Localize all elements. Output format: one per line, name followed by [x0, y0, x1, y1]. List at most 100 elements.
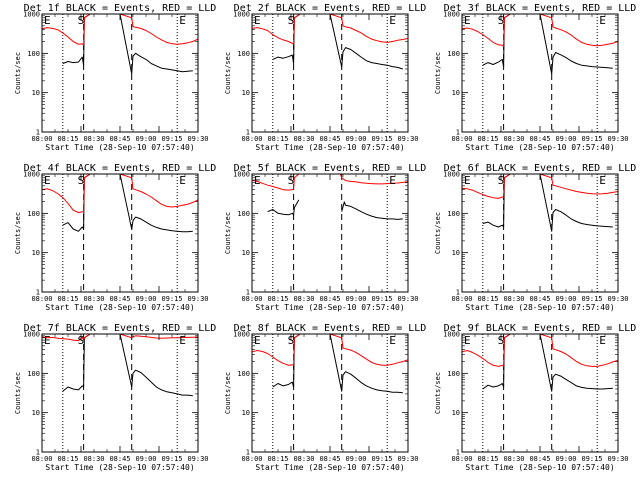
x-tick-label: 09:00 — [345, 455, 366, 463]
y-tick-label: 1 — [246, 129, 250, 137]
axes-frame — [251, 13, 409, 133]
x-tick-label: 08:45 — [109, 455, 130, 463]
axes-frame — [461, 13, 619, 133]
y-tick-label: 1000 — [443, 171, 460, 179]
panel-title: Det 3f BLACK = Events, RED = LLD — [444, 3, 637, 14]
y-tick-label: 1 — [36, 449, 40, 457]
x-tick-label: 09:15 — [581, 295, 602, 303]
x-tick-label: 08:45 — [319, 135, 340, 143]
x-axis-label: Start Time (28-Sep-10 07:57:40) — [465, 463, 614, 472]
x-tick-label: 09:30 — [607, 455, 628, 463]
y-tick-label: 1000 — [233, 171, 250, 179]
panel-title: Det 4f BLACK = Events, RED = LLD — [24, 163, 217, 174]
y-tick-label: 10 — [242, 409, 250, 417]
series-events-line — [482, 174, 613, 232]
panel-det-8: Det 8f BLACK = Events, RED = LLD 1 10 100 10… — [224, 323, 426, 472]
x-tick-label: 08:45 — [529, 455, 550, 463]
x-axis-label: Start Time (28-Sep-10 07:57:40) — [255, 303, 404, 312]
plot-area — [462, 14, 618, 132]
series-lld-line — [42, 334, 198, 342]
marker-E-start: E — [464, 174, 471, 187]
series-lld-line — [252, 14, 408, 45]
marker-E-end: E — [599, 14, 606, 27]
y-tick-label: 10 — [32, 89, 40, 97]
series-events-line — [272, 334, 403, 394]
x-tick-label: 08:45 — [529, 295, 550, 303]
x-tick-label: 08:30 — [293, 455, 314, 463]
x-tick-label: 08:00 — [241, 295, 262, 303]
y-tick-label: 1 — [456, 289, 460, 297]
x-tick-label: 09:30 — [397, 295, 418, 303]
y-tick-label: 100 — [447, 50, 460, 58]
series-lld-line — [252, 334, 408, 366]
y-axis-label: Counts/sec — [14, 212, 22, 254]
y-tick-label: 1000 — [443, 331, 460, 339]
series-lld-line — [42, 174, 198, 213]
y-tick-label: 100 — [237, 370, 250, 378]
marker-E-end: E — [599, 174, 606, 187]
axes-frame — [41, 173, 199, 293]
series-events-line — [62, 14, 193, 75]
x-tick-label: 08:15 — [477, 295, 498, 303]
series-events-line — [272, 14, 403, 70]
panel-det-4: Det 4f BLACK = Events, RED = LLD 1 10 100 10… — [14, 163, 216, 312]
x-tick-label: 09:00 — [555, 135, 576, 143]
marker-E-end: E — [179, 334, 186, 347]
marker-S: S — [78, 174, 85, 187]
y-tick-label: 10 — [242, 249, 250, 257]
plot-area — [252, 334, 408, 452]
panel-det-1: Det 1f BLACK = Events, RED = LLD 1 10 100 10… — [14, 3, 216, 152]
series-events-line — [62, 334, 193, 397]
y-axis-label: Counts/sec — [434, 372, 442, 414]
y-tick-label: 10 — [32, 249, 40, 257]
x-axis-label: Start Time (28-Sep-10 07:57:40) — [255, 463, 404, 472]
y-tick-label: 1000 — [233, 11, 250, 19]
y-tick-label: 1 — [36, 129, 40, 137]
marker-E-start: E — [254, 174, 261, 187]
x-tick-label: 08:30 — [503, 455, 524, 463]
y-tick-label: 10 — [452, 89, 460, 97]
y-axis-label: Counts/sec — [434, 212, 442, 254]
panel-title: Det 8f BLACK = Events, RED = LLD — [234, 323, 427, 334]
marker-S: S — [498, 14, 505, 27]
x-tick-label: 08:00 — [451, 295, 472, 303]
marker-E-start: E — [254, 334, 261, 347]
x-tick-label: 08:30 — [293, 135, 314, 143]
y-tick-label: 1 — [246, 289, 250, 297]
y-axis-label: Counts/sec — [14, 52, 22, 94]
axes-frame — [251, 173, 409, 293]
marker-S: S — [78, 334, 85, 347]
x-tick-label: 08:00 — [31, 295, 52, 303]
y-tick-label: 1000 — [23, 11, 40, 19]
plot-area — [252, 14, 408, 132]
y-tick-label: 1000 — [443, 11, 460, 19]
x-tick-label: 09:00 — [135, 135, 156, 143]
x-tick-label: 08:00 — [241, 455, 262, 463]
panel-title: Det 5f BLACK = Events, RED = LLD — [234, 163, 427, 174]
axes-frame — [461, 173, 619, 293]
y-axis-label: Counts/sec — [224, 52, 232, 94]
panel-det-9: Det 9f BLACK = Events, RED = LLD 1 10 100 10… — [434, 323, 636, 472]
panel-title: Det 7f BLACK = Events, RED = LLD — [24, 323, 217, 334]
x-tick-label: 09:00 — [345, 295, 366, 303]
x-tick-label: 09:30 — [607, 135, 628, 143]
x-tick-label: 08:15 — [477, 135, 498, 143]
x-tick-label: 09:30 — [607, 295, 628, 303]
x-tick-label: 08:30 — [83, 135, 104, 143]
x-tick-label: 08:30 — [293, 295, 314, 303]
marker-S: S — [288, 174, 295, 187]
x-tick-label: 09:15 — [371, 455, 392, 463]
y-axis-label: Counts/sec — [434, 52, 442, 94]
x-tick-label: 09:00 — [345, 135, 366, 143]
axes-frame — [41, 333, 199, 453]
marker-S: S — [498, 334, 505, 347]
plot-area — [42, 334, 198, 452]
x-tick-label: 09:15 — [161, 455, 182, 463]
series-events-line — [62, 174, 193, 233]
y-tick-label: 10 — [452, 409, 460, 417]
plot-area — [42, 174, 198, 292]
x-tick-label: 08:00 — [31, 135, 52, 143]
panel-det-6: Det 6f BLACK = Events, RED = LLD 1 10 100 10… — [434, 163, 636, 312]
panel-title: Det 2f BLACK = Events, RED = LLD — [234, 3, 427, 14]
y-tick-label: 1 — [456, 449, 460, 457]
